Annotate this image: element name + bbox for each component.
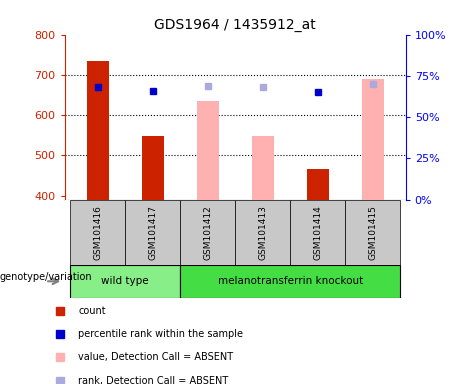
Bar bbox=[252, 136, 274, 200]
Text: value, Detection Call = ABSENT: value, Detection Call = ABSENT bbox=[78, 352, 233, 362]
Text: percentile rank within the sample: percentile rank within the sample bbox=[78, 329, 243, 339]
Bar bbox=[70, 200, 125, 265]
Bar bbox=[290, 200, 345, 265]
Text: rank, Detection Call = ABSENT: rank, Detection Call = ABSENT bbox=[78, 376, 229, 384]
Text: GSM101415: GSM101415 bbox=[368, 205, 377, 260]
Title: GDS1964 / 1435912_at: GDS1964 / 1435912_at bbox=[154, 18, 316, 32]
Bar bbox=[180, 265, 400, 298]
Text: GSM101417: GSM101417 bbox=[148, 205, 157, 260]
Bar bbox=[196, 101, 219, 200]
Text: GSM101412: GSM101412 bbox=[203, 205, 212, 260]
Bar bbox=[180, 200, 235, 265]
Text: genotype/variation: genotype/variation bbox=[0, 272, 93, 283]
Text: GSM101414: GSM101414 bbox=[313, 205, 322, 260]
Bar bbox=[87, 61, 108, 200]
Bar bbox=[362, 79, 384, 200]
Text: GSM101413: GSM101413 bbox=[258, 205, 267, 260]
Bar bbox=[235, 200, 290, 265]
Text: melanotransferrin knockout: melanotransferrin knockout bbox=[218, 276, 363, 286]
Bar bbox=[125, 200, 180, 265]
Text: GSM101416: GSM101416 bbox=[93, 205, 102, 260]
Bar bbox=[142, 136, 164, 200]
Bar bbox=[307, 169, 329, 200]
Text: wild type: wild type bbox=[101, 276, 149, 286]
Bar bbox=[70, 265, 180, 298]
Bar bbox=[345, 200, 400, 265]
Text: count: count bbox=[78, 306, 106, 316]
